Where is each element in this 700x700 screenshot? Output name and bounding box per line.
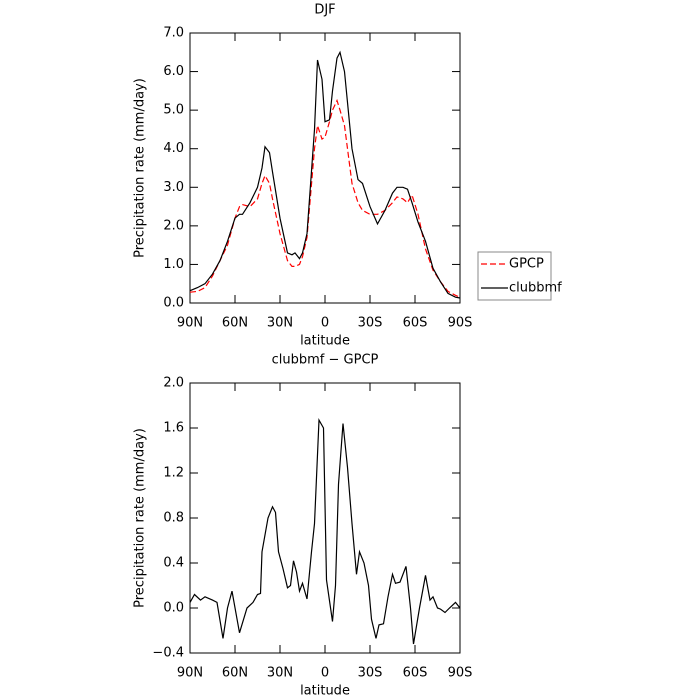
y-tick-label: 0.0 <box>163 296 184 311</box>
data-line <box>189 98 461 298</box>
x-tick-label: 60N <box>222 316 248 331</box>
y-axis-label: Precipitation rate (mm/day) <box>133 78 148 258</box>
legend-label: clubbmf <box>509 281 562 296</box>
plot-frame <box>189 32 461 304</box>
x-tick-label: 90N <box>177 666 203 681</box>
x-tick-label: 30S <box>358 316 383 331</box>
x-tick-label: 60S <box>403 666 428 681</box>
x-axis-label: latitude <box>300 684 350 699</box>
y-tick-label: 1.2 <box>163 466 184 481</box>
y-tick-label: 7.0 <box>163 26 184 41</box>
x-tick-label: 30N <box>267 666 293 681</box>
x-tick-label: 60S <box>403 316 428 331</box>
x-tick-label: 0 <box>321 316 329 331</box>
legend-label: GPCP <box>509 257 544 272</box>
chart-title: clubbmf − GPCP <box>272 353 379 368</box>
y-tick-label: 2.0 <box>163 218 184 233</box>
x-tick-label: 60N <box>222 666 248 681</box>
data-line <box>189 417 461 645</box>
y-tick-label: 1.0 <box>163 257 184 272</box>
x-tick-label: 90N <box>177 316 203 331</box>
x-tick-label: 30S <box>358 666 383 681</box>
y-tick-label: 4.0 <box>163 141 184 156</box>
y-tick-label: 3.0 <box>163 180 184 195</box>
y-tick-label: 1.6 <box>163 421 184 436</box>
data-line <box>189 50 461 299</box>
legend-box <box>477 251 552 301</box>
x-tick-label: 30N <box>267 316 293 331</box>
x-axis-label: latitude <box>300 334 350 349</box>
y-tick-label: 2.0 <box>163 376 184 391</box>
y-axis-label: Precipitation rate (mm/day) <box>133 428 148 608</box>
y-tick-label: 6.0 <box>163 64 184 79</box>
x-tick-label: 0 <box>321 666 329 681</box>
chart-title: DJF <box>314 3 335 18</box>
x-tick-label: 90S <box>448 666 473 681</box>
y-tick-label: 0.4 <box>163 556 184 571</box>
x-tick-label: 90S <box>448 316 473 331</box>
y-tick-label: −0.4 <box>152 646 184 661</box>
y-tick-label: 0.0 <box>163 601 184 616</box>
y-tick-label: 5.0 <box>163 103 184 118</box>
y-tick-label: 0.8 <box>163 511 184 526</box>
